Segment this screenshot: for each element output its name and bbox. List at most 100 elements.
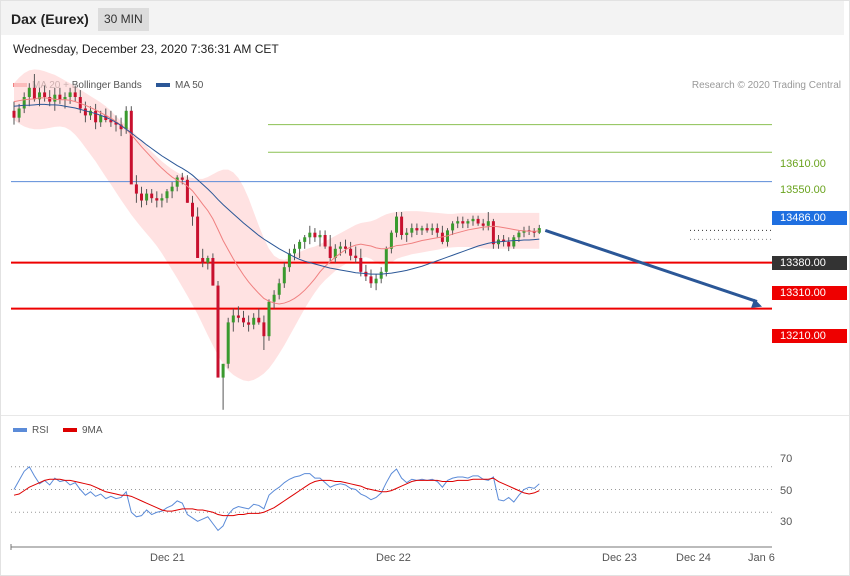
candle [78,97,82,109]
candle [170,186,174,192]
candle [196,216,200,258]
candle [318,234,322,238]
candle [150,193,154,199]
level-tag-13210: 13210.00 [772,329,847,343]
candle [425,228,429,231]
level-tag-13486: 13486.00 [772,211,847,225]
candle [272,294,276,302]
candle [53,94,57,102]
candle [476,218,480,224]
candle [211,257,215,286]
ma20-line [13,97,540,305]
legend-ma50: MA 50 [156,80,203,91]
candle [89,110,92,116]
bollinger-band [14,69,540,382]
candle [349,248,353,256]
x-tick-dec23: Dec 23 [602,552,637,564]
candle [379,271,383,279]
level-tag-13310: 13310.00 [772,286,847,300]
candle [134,184,138,194]
legend-9ma: 9MA [63,425,103,436]
x-tick-jan6: Jan 6 [748,552,775,564]
rsi-tick-30: 30 [780,516,793,528]
panel-divider [1,415,849,416]
candle [32,87,36,100]
candle [242,317,245,323]
candle [502,239,506,242]
level-label-13610: 13610.00 [780,158,826,170]
candle [221,363,225,378]
x-tick-dec21: Dec 21 [150,552,185,564]
candle [471,218,475,222]
candle [109,119,113,123]
timeframe-button[interactable]: 30 MIN [98,8,149,31]
candle [400,216,404,235]
candle [206,257,210,263]
candle [415,228,419,231]
candle [420,228,424,231]
candle [22,97,26,109]
candle [491,221,495,245]
candle [94,110,98,123]
candle [257,317,261,323]
candle [201,257,205,263]
instrument-title: Dax (Eurex) [11,11,89,27]
level-label-13550: 13550.00 [780,184,826,196]
candle [282,267,286,284]
candle [185,179,189,203]
candle [410,228,414,233]
legend-swatch-ma50 [156,83,170,88]
candle [145,193,149,201]
candle [27,87,31,97]
candle [140,193,143,201]
candle [389,232,393,249]
candle [328,246,332,258]
candle [191,202,194,217]
candle [267,301,271,337]
level-tag-13380: 13380.00 [772,256,847,270]
rsi-tick-50: 50 [780,485,793,497]
candle [63,97,67,100]
candle [323,234,327,247]
rsi-tick-70: 70 [780,453,793,465]
candle [165,191,169,199]
projection-arrow [544,228,758,304]
candle [68,92,72,97]
candle [338,246,342,249]
ma50-line [13,103,540,275]
candle [522,230,526,233]
timestamp: Wednesday, December 23, 2020 7:36:31 AM … [13,42,279,56]
candle [287,253,291,268]
x-tick-dec22: Dec 22 [376,552,411,564]
candle [405,232,409,235]
candle [430,228,434,231]
credit-text: Research © 2020 Trading Central [691,80,841,91]
candle [384,248,388,272]
rsi-line [13,465,540,532]
candle [374,278,378,284]
candle [308,232,312,238]
legend-rsi: RSI [13,425,49,436]
candle [38,92,41,100]
candle [395,216,398,233]
candle [175,177,179,187]
candle [124,110,128,130]
candle [451,223,455,231]
candle [456,221,460,224]
candle [58,94,62,100]
candle [226,322,230,364]
candle [298,241,302,249]
candle [293,248,296,254]
candle [114,122,118,125]
legend-swatch-9ma [63,428,77,433]
x-tick-dec24: Dec 24 [676,552,711,564]
candle [532,231,536,233]
candle [160,198,164,201]
candle [359,257,363,272]
candle [344,246,347,249]
candle [180,177,184,180]
candle [73,92,77,97]
candle [512,237,516,247]
candle [48,97,52,102]
